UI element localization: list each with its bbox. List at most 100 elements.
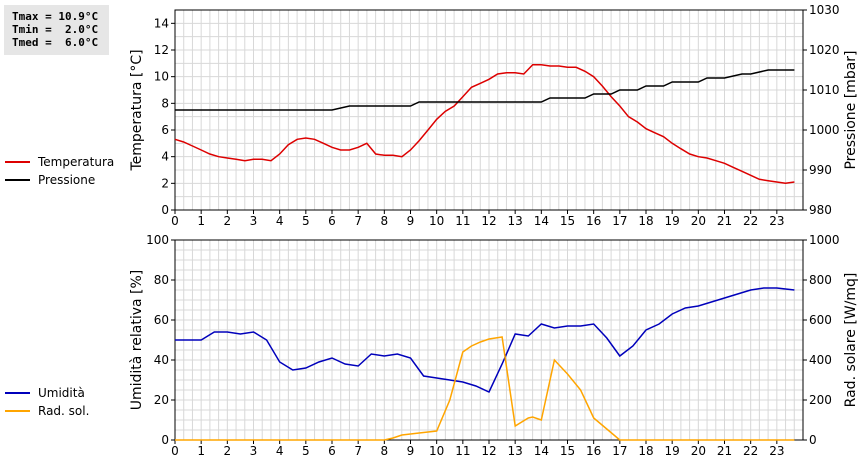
series-line-pressure xyxy=(175,69,795,111)
x-tick-label: 12 xyxy=(481,444,496,458)
x-tick-label: 6 xyxy=(328,214,336,228)
x-tick-label: 1 xyxy=(197,444,205,458)
y-tick-label-right: 200 xyxy=(809,393,832,407)
y-tick-label-right: 600 xyxy=(809,313,832,327)
x-tick-label: 20 xyxy=(691,214,706,228)
y-tick-label-left: 60 xyxy=(154,313,169,327)
legend-swatch-radiation xyxy=(5,410,30,412)
y-tick-label-right: 990 xyxy=(809,163,832,177)
legend-swatch-pressure xyxy=(5,179,30,181)
series-line-radiation xyxy=(175,336,795,441)
tmax-text: Tmax = 10.9°C xyxy=(12,10,99,23)
x-tick-label: 12 xyxy=(481,214,496,228)
x-tick-label: 22 xyxy=(743,214,758,228)
stats-box: Tmax = 10.9°C Tmin = 2.0°C Tmed = 6.0°C xyxy=(4,5,109,55)
y-axis-label-right: Rad. solare [W/mq] xyxy=(843,273,859,408)
x-tick-label: 11 xyxy=(455,444,470,458)
x-tick-label: 14 xyxy=(534,214,549,228)
x-tick-label: 6 xyxy=(328,444,336,458)
x-tick-label: 4 xyxy=(276,214,284,228)
x-tick-label: 15 xyxy=(560,214,575,228)
y-tick-label-right: 980 xyxy=(809,203,832,217)
legend-item-radiation: Rad. sol. xyxy=(5,402,89,420)
y-tick-label-left: 14 xyxy=(154,16,169,30)
x-tick-label: 21 xyxy=(717,444,732,458)
legend-swatch-humidity xyxy=(5,392,30,394)
x-tick-label: 18 xyxy=(638,444,653,458)
legend-swatch-temperature xyxy=(5,161,30,163)
x-tick-label: 4 xyxy=(276,444,284,458)
x-tick-label: 3 xyxy=(250,214,258,228)
y-axis-label-right: Pressione [mbar] xyxy=(843,50,859,169)
x-tick-label: 2 xyxy=(224,444,232,458)
y-tick-label-left: 0 xyxy=(161,433,169,447)
legend-label-radiation: Rad. sol. xyxy=(38,404,90,418)
y-tick-label-left: 4 xyxy=(161,150,169,164)
x-tick-label: 17 xyxy=(612,214,627,228)
x-tick-label: 14 xyxy=(534,444,549,458)
x-tick-label: 7 xyxy=(354,444,362,458)
x-tick-label: 17 xyxy=(612,444,627,458)
x-tick-label: 8 xyxy=(381,444,389,458)
x-tick-label: 21 xyxy=(717,214,732,228)
tmed-text: Tmed = 6.0°C xyxy=(12,36,99,49)
x-tick-label: 10 xyxy=(429,444,444,458)
x-tick-label: 10 xyxy=(429,214,444,228)
y-tick-label-right: 1000 xyxy=(809,123,840,137)
legend-label-temperature: Temperatura xyxy=(38,155,115,169)
x-tick-label: 19 xyxy=(665,214,680,228)
legend-top-chart: Temperatura Pressione xyxy=(5,153,114,189)
y-tick-label-left: 100 xyxy=(146,233,169,247)
x-tick-label: 13 xyxy=(508,214,523,228)
x-tick-label: 19 xyxy=(665,444,680,458)
y-tick-label-right: 0 xyxy=(809,433,817,447)
y-tick-label-right: 1020 xyxy=(809,43,840,57)
legend-item-pressure: Pressione xyxy=(5,171,114,189)
y-tick-label-right: 1010 xyxy=(809,83,840,97)
y-tick-label-left: 2 xyxy=(161,176,169,190)
x-tick-label: 7 xyxy=(354,214,362,228)
x-tick-label: 3 xyxy=(250,444,258,458)
x-tick-label: 9 xyxy=(407,444,415,458)
legend-label-humidity: Umidità xyxy=(38,386,85,400)
x-tick-label: 20 xyxy=(691,444,706,458)
x-tick-label: 16 xyxy=(586,444,601,458)
y-tick-label-left: 10 xyxy=(154,70,169,84)
x-tick-label: 23 xyxy=(769,444,784,458)
y-tick-label-right: 1030 xyxy=(809,3,840,17)
legend-item-humidity: Umidità xyxy=(5,384,89,402)
y-axis-label-left: Temperatura [°C] xyxy=(129,49,145,171)
legend-item-temperature: Temperatura xyxy=(5,153,114,171)
x-tick-label: 5 xyxy=(302,214,310,228)
y-tick-label-left: 40 xyxy=(154,353,169,367)
y-tick-label-left: 12 xyxy=(154,43,169,57)
x-tick-label: 1 xyxy=(197,214,205,228)
x-tick-label: 11 xyxy=(455,214,470,228)
x-tick-label: 0 xyxy=(171,444,179,458)
x-tick-label: 9 xyxy=(407,214,415,228)
y-tick-label-right: 1000 xyxy=(809,233,840,247)
x-tick-label: 8 xyxy=(381,214,389,228)
x-tick-label: 5 xyxy=(302,444,310,458)
x-tick-label: 22 xyxy=(743,444,758,458)
y-tick-label-right: 400 xyxy=(809,353,832,367)
x-tick-label: 15 xyxy=(560,444,575,458)
tmin-text: Tmin = 2.0°C xyxy=(12,23,99,36)
y-tick-label-left: 6 xyxy=(161,123,169,137)
series-line-humidity xyxy=(175,287,795,393)
x-tick-label: 0 xyxy=(171,214,179,228)
x-tick-label: 23 xyxy=(769,214,784,228)
y-tick-label-left: 8 xyxy=(161,96,169,110)
series-line-temperature xyxy=(174,63,795,185)
x-tick-label: 18 xyxy=(638,214,653,228)
y-tick-label-left: 0 xyxy=(161,203,169,217)
legend-label-pressure: Pressione xyxy=(38,173,96,187)
x-tick-label: 13 xyxy=(508,444,523,458)
y-tick-label-right: 800 xyxy=(809,273,832,287)
y-axis-label-left: Umidità relativa [%] xyxy=(129,270,145,411)
x-tick-label: 16 xyxy=(586,214,601,228)
y-tick-label-left: 20 xyxy=(154,393,169,407)
x-tick-label: 2 xyxy=(224,214,232,228)
y-tick-label-left: 80 xyxy=(154,273,169,287)
